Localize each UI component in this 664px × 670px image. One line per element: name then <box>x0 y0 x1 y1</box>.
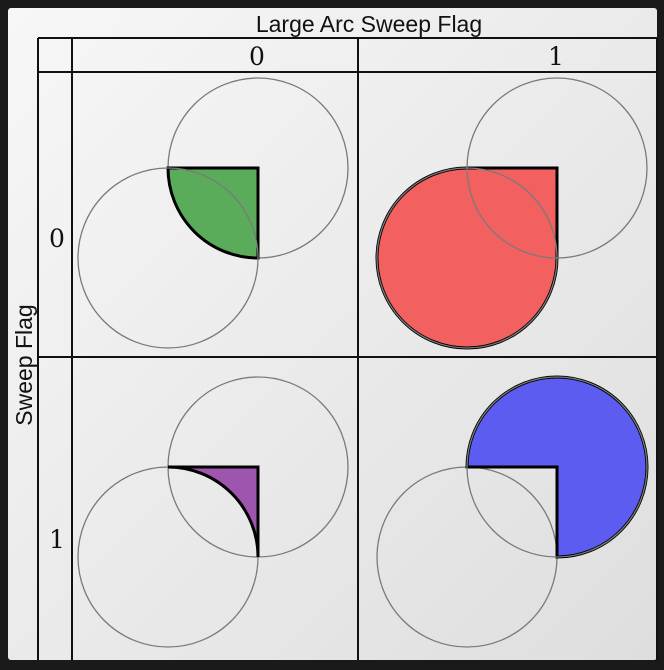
row-header-title: Sweep Flag <box>11 304 37 425</box>
arc-segment-purple <box>167 465 260 558</box>
reference-circle-upper <box>466 376 648 558</box>
column-value-0: 0 <box>249 42 265 71</box>
column-value-1: 1 <box>548 42 564 71</box>
column-header-title: Large Arc Sweep Flag <box>256 11 482 37</box>
cell-sweep0-large1 <box>375 77 648 350</box>
row-value-1: 1 <box>49 525 65 554</box>
reference-circle-lower <box>376 167 558 349</box>
arc-segment-green <box>166 166 260 260</box>
cell-sweep1-large1 <box>376 375 649 648</box>
cell-sweep1-large0 <box>77 376 349 648</box>
table-grid <box>37 37 658 660</box>
reference-circle-lower <box>77 167 259 349</box>
cell-sweep0-large0 <box>77 77 349 349</box>
diagram-panel <box>8 8 657 660</box>
arc-segment-red <box>375 166 559 350</box>
row-value-0: 0 <box>49 224 65 253</box>
